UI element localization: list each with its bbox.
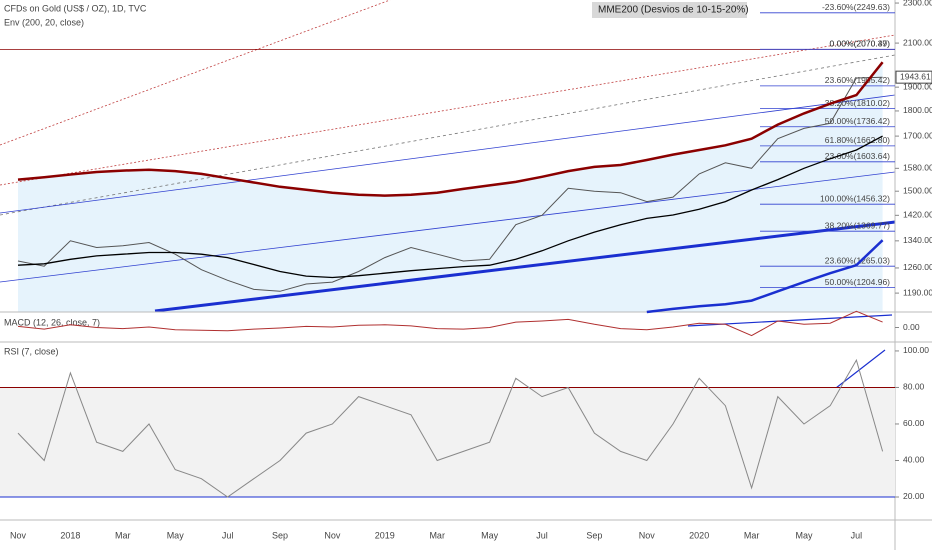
x-tick-label: Mar: [744, 530, 760, 540]
y-tick-label: 1340.00: [903, 235, 932, 245]
fib-label: 0.00%(2070.37): [830, 39, 891, 49]
last-price: 1943.61: [900, 71, 931, 81]
price-line: [17, 135, 883, 279]
y-tick-label: 1900.00: [903, 81, 932, 91]
y-tick-label: 20.00: [903, 491, 925, 501]
x-tick-label: Mar: [115, 530, 131, 540]
macd-title: MACD (12, 26, close, 7): [4, 317, 100, 327]
fib-label: 0.00%(2070.49): [830, 39, 891, 49]
fib-label: 23.60%(1905.42): [825, 75, 890, 85]
channel-line: [0, 94, 896, 214]
fib-label: 61.80%(1662.80): [825, 135, 890, 145]
y-tick-label: 40.00: [903, 455, 925, 465]
last-price-box: [895, 70, 932, 84]
x-tick-label: Nov: [10, 530, 27, 540]
fib-label: 23.60%(1603.64): [825, 151, 890, 161]
x-tick-label: 2020: [689, 530, 709, 540]
fib-label: 50.00%(1736.42): [825, 116, 890, 126]
chart-title: CFDs on Gold (US$ / OZ), 1D, TVC: [4, 3, 147, 13]
fib-label: 100.00%(1456.32): [820, 193, 890, 203]
rsi-title: RSI (7, close): [4, 346, 59, 356]
y-tick-label: 0.00: [903, 322, 920, 332]
y-tick-label: 2300.00: [903, 0, 932, 7]
fib-label: 50.00%(1204.96): [825, 277, 890, 287]
y-tick-label: 100.00: [903, 345, 929, 355]
fib-label: -23.60%(2249.63): [822, 2, 890, 12]
price-line: [17, 61, 884, 197]
x-tick-label: Mar: [429, 530, 445, 540]
y-tick-label: 1190.00: [903, 287, 932, 297]
rsi-line: [17, 358, 884, 498]
rsi-band: [0, 387, 895, 497]
trend-line: [0, 54, 896, 216]
x-tick-label: Jul: [536, 530, 548, 540]
drawings: [0, 0, 896, 413]
x-tick-label: 2018: [60, 530, 80, 540]
price-line: [17, 76, 883, 292]
y-tick-label: 1500.00: [903, 185, 932, 195]
annotation: MME200 (Desvios de 10-15-20%): [598, 5, 749, 16]
trend-line: [0, 34, 896, 186]
x-tick-label: May: [481, 530, 499, 540]
y-tick-label: 1260.00: [903, 262, 932, 272]
x-tick-label: May: [167, 530, 185, 540]
x-tick-label: May: [795, 530, 813, 540]
x-tick-label: Sep: [586, 530, 602, 540]
channel-line: [0, 171, 896, 283]
x-tick-label: Jul: [851, 530, 863, 540]
y-tick-label: 80.00: [903, 382, 925, 392]
y-tick-label: 1420.00: [903, 210, 932, 220]
fib-label: 38.20%(1810.02): [825, 98, 890, 108]
annotation-box: [592, 2, 747, 18]
x-tick-label: Jul: [222, 530, 234, 540]
macd-line: [17, 310, 883, 337]
x-tick-label: Nov: [324, 530, 341, 540]
indicator-label: Env (200, 20, close): [4, 17, 84, 27]
y-tick-label: 1580.00: [903, 163, 932, 173]
price-line: [646, 239, 884, 314]
y-tick-label: 2100.00: [903, 37, 932, 47]
support-line: [154, 220, 896, 313]
trend-line: [0, 0, 391, 146]
y-tick-label: 60.00: [903, 418, 925, 428]
x-tick-label: Nov: [639, 530, 656, 540]
x-tick-label: 2019: [375, 530, 395, 540]
fib-label: 23.60%(1265.03): [825, 255, 890, 265]
y-tick-label: 1700.00: [903, 130, 932, 140]
y-tick-label: 1800.00: [903, 105, 932, 115]
fib-label: 38.20%(1369.77): [825, 220, 890, 230]
x-tick-label: Sep: [272, 530, 288, 540]
